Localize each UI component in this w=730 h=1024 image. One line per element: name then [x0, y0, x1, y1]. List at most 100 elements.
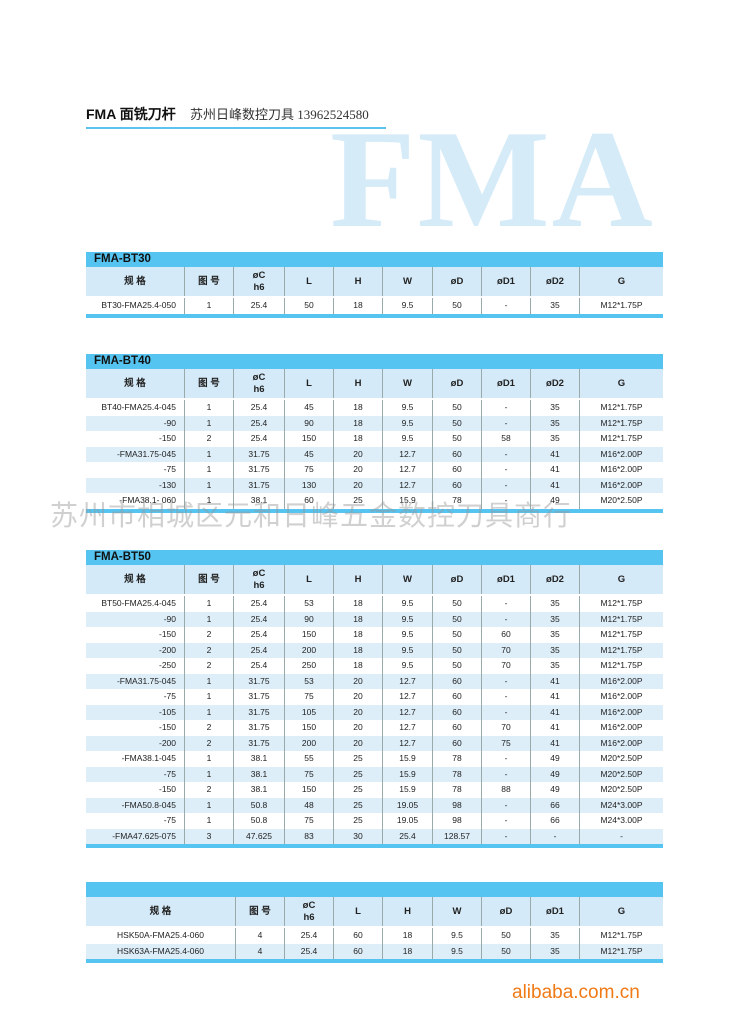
table-cell: M20*2.50P	[600, 495, 643, 505]
table-cell: 49	[531, 782, 580, 798]
table-cell: -	[482, 493, 531, 509]
table-cell: 75	[482, 735, 531, 751]
table-cell: 20	[334, 673, 383, 689]
table-cell: -105	[86, 704, 185, 720]
column-header: H	[334, 267, 383, 296]
table-row: BT30-FMA25.4-050 1 25.4 50 18 9.5 50-35 M12*1.7…	[86, 298, 663, 314]
table-cell: 18	[383, 928, 433, 944]
table-cell: 150	[285, 782, 334, 798]
table-cell: 60	[433, 446, 482, 462]
table-cell: 38.1	[234, 782, 285, 798]
table-cell: 60	[433, 735, 482, 751]
table-cell: M16*2.00P	[600, 706, 643, 717]
table-cell: 60	[433, 704, 482, 720]
column-header: øD2	[531, 267, 580, 296]
column-header: W	[433, 897, 482, 926]
table-cell: 31.75	[234, 720, 285, 736]
table-cell: 25.4	[234, 415, 285, 431]
table-row: BT50-FMA25.4-045 1 25.4 53 18 9.5 50-35 M12*1.7…	[86, 596, 663, 612]
table-cell: 50.8	[234, 797, 285, 813]
table-cell: 48	[285, 797, 334, 813]
column-header: øC h6	[234, 369, 285, 398]
table-cell: 50	[433, 658, 482, 674]
table-cell: -200	[86, 735, 185, 751]
table-cell: 9.5	[383, 627, 433, 643]
table-cell: 1	[185, 477, 234, 493]
column-header: øD2	[531, 565, 580, 594]
table-cell: 75	[285, 813, 334, 829]
table-cell: 1	[185, 797, 234, 813]
table-cell: -130	[86, 477, 185, 493]
table-cell: 25.4	[234, 611, 285, 627]
table-cell: M16*2.00P	[600, 479, 643, 490]
column-header: W	[383, 267, 433, 296]
table-cell: 18	[334, 658, 383, 674]
table-cell: 50	[433, 611, 482, 627]
table-cell: 1	[185, 766, 234, 782]
table-cell: 25.4	[234, 642, 285, 658]
table-cell: -	[482, 400, 531, 416]
table-row: -150 2 38.1 150 25 15.9 78 88 49 M20*2.50P	[86, 782, 663, 798]
table-row: -75 1 31.75 75 20 12.7 60-41 M16*2.00P	[86, 689, 663, 705]
table-cell: 18	[334, 415, 383, 431]
table-cell: 2	[185, 627, 234, 643]
background-fma-text: FMA	[330, 102, 655, 257]
table-cell: -FMA31.75-045	[86, 446, 185, 462]
company-contact: 苏州日峰数控刀具 13962524580	[190, 107, 369, 122]
table-cell: 41	[531, 446, 580, 462]
table-cell: 12.7	[383, 689, 433, 705]
table-cell: 25.4	[234, 596, 285, 612]
table-row: -150 2 25.4 150 18 9.5 50 60 35 M12*1.75P	[86, 627, 663, 643]
alibaba-logo: alibaba.com.cn	[512, 982, 640, 1003]
column-header: H	[383, 897, 433, 926]
table-cell: 18	[334, 431, 383, 447]
table-cell: -	[482, 446, 531, 462]
table-cell: 25.4	[383, 828, 433, 844]
table-row: -FMA38.1-045 1 38.1 55 25 15.9 78-49 M20*2.50P	[86, 751, 663, 767]
table-cell: 60	[433, 720, 482, 736]
table-cell: 41	[531, 477, 580, 493]
table-cell: 25	[334, 782, 383, 798]
table-cell: 150	[285, 431, 334, 447]
table-cell: 20	[334, 704, 383, 720]
table-row: -FMA38.1- 060 1 38.1 60 25 15.9 78-49 M20*2.50P	[86, 493, 663, 509]
table-cell: 31.75	[234, 446, 285, 462]
table-cell: 12.7	[383, 720, 433, 736]
table-cell: -75	[86, 766, 185, 782]
watermark: 苏州市相城区元和日峰五金数控刀具商行	[50, 501, 573, 532]
table-row: -200 2 31.75 200 20 12.7 60 75 41 M16*2.00P	[86, 735, 663, 751]
table-cell: -250	[86, 658, 185, 674]
table-cell: 35	[531, 400, 580, 416]
table-cell: 12.7	[383, 673, 433, 689]
table-cell: 38.1	[234, 751, 285, 767]
page-title: FMA 面铣刀杆	[86, 106, 176, 122]
column-header: 图 号	[236, 897, 285, 926]
table-row: -75 1 31.75 75 20 12.7 60-41 M16*2.00P	[86, 462, 663, 478]
table-cell: 1	[185, 689, 234, 705]
column-header: G	[617, 377, 626, 389]
table-cell: 25	[334, 813, 383, 829]
table-cell: 1	[185, 813, 234, 829]
table-cell: -	[482, 611, 531, 627]
table-cell: 50.8	[234, 813, 285, 829]
column-header: G	[617, 905, 626, 917]
table-cell: -	[620, 830, 623, 841]
table-cell: 9.5	[383, 298, 433, 314]
table-cell: 50	[433, 596, 482, 612]
table-cell: 31.75	[234, 477, 285, 493]
table-cell: 1	[185, 673, 234, 689]
table-title: FMA-BT30	[86, 252, 663, 267]
table-cell: -75	[86, 689, 185, 705]
column-header: W	[383, 369, 433, 398]
column-header: 规 格	[86, 565, 185, 594]
column-header: 图 号	[185, 267, 234, 296]
table-cell: 9.5	[383, 642, 433, 658]
table-cell: 2	[185, 642, 234, 658]
table-cell: 1	[185, 493, 234, 509]
column-header: øC h6	[285, 897, 334, 926]
table-cell: 31.75	[234, 735, 285, 751]
table-cell: 9.5	[383, 658, 433, 674]
table-cell: 20	[334, 689, 383, 705]
column-header: 规 格	[86, 897, 236, 926]
